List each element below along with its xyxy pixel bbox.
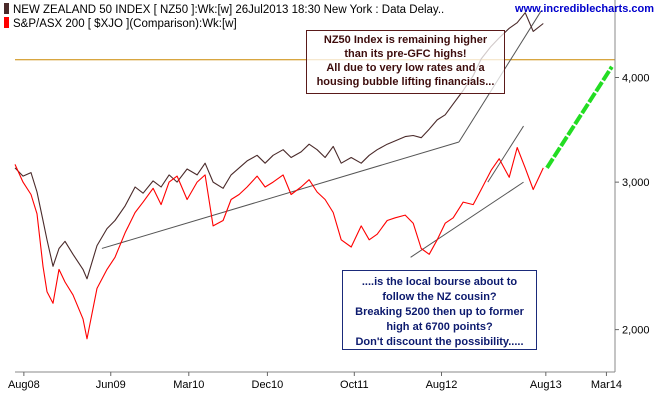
legend-nz50-swatch: [4, 3, 9, 14]
y-tick-label: 4,000: [622, 73, 650, 85]
projection: [545, 65, 614, 169]
annotation-line: high at 6700 points?: [386, 321, 493, 333]
legend-asx-swatch: [4, 17, 9, 28]
legend-asx-label: S&P/ASX 200 [ $XJO ](Comparison):Wk:[w]: [13, 18, 237, 30]
legend-asx: S&P/ASX 200 [ $XJO ](Comparison):Wk:[w]: [4, 17, 237, 30]
axes: 2,000 3,000 4,000 Aug08 Jun09 Mar10 Dec10 Oct11…: [8, 0, 650, 391]
x-tick-label: Mar10: [173, 379, 204, 391]
legend-nz50: NEW ZEALAND 50 INDEX [ NZ50 ]:Wk:[w] 26J…: [4, 3, 444, 16]
annotation-line: follow the NZ cousin?: [382, 291, 497, 303]
series-asx-line: [14, 146, 544, 340]
annotation-line: than its pre-GFC highs!: [344, 48, 467, 60]
annotation-line: All due to very low rates and a: [326, 62, 485, 74]
annotation-line: ....is the local bourse about to: [361, 276, 518, 288]
projection-line: [545, 65, 614, 169]
annotation-nz50: NZ50 Index is remaining higher than its …: [306, 30, 505, 94]
x-tick-label: Aug12: [426, 379, 458, 391]
series-nz50-line: [14, 12, 544, 280]
y-tick-label: 2,000: [622, 325, 650, 337]
x-tick-label: Jun09: [96, 379, 126, 391]
annotation-line: Breaking 5200 then up to former: [355, 306, 524, 318]
y-tick-label: 3,000: [622, 177, 650, 189]
annotation-line: housing bubble lifting financials...: [316, 76, 495, 88]
annotation-line: Don't discount the possibility.....: [355, 336, 524, 348]
site-link[interactable]: www.incrediblecharts.com: [515, 3, 654, 15]
x-tick-label: Dec10: [252, 379, 284, 391]
legend-nz50-label: NEW ZEALAND 50 INDEX [ NZ50 ]:Wk:[w] 26J…: [13, 4, 445, 16]
annotation-line: NZ50 Index is remaining higher: [323, 34, 488, 46]
trendline: [101, 141, 460, 249]
annotation-asx: ....is the local bourse about to follow …: [342, 270, 537, 350]
series: [14, 12, 544, 340]
x-tick-label: Aug13: [530, 379, 562, 391]
x-tick-label: Aug08: [8, 379, 40, 391]
x-tick-label: Oct11: [340, 379, 369, 391]
x-tick-label: Mar14: [591, 379, 622, 391]
trendline: [487, 125, 524, 183]
trendline: [410, 181, 524, 258]
